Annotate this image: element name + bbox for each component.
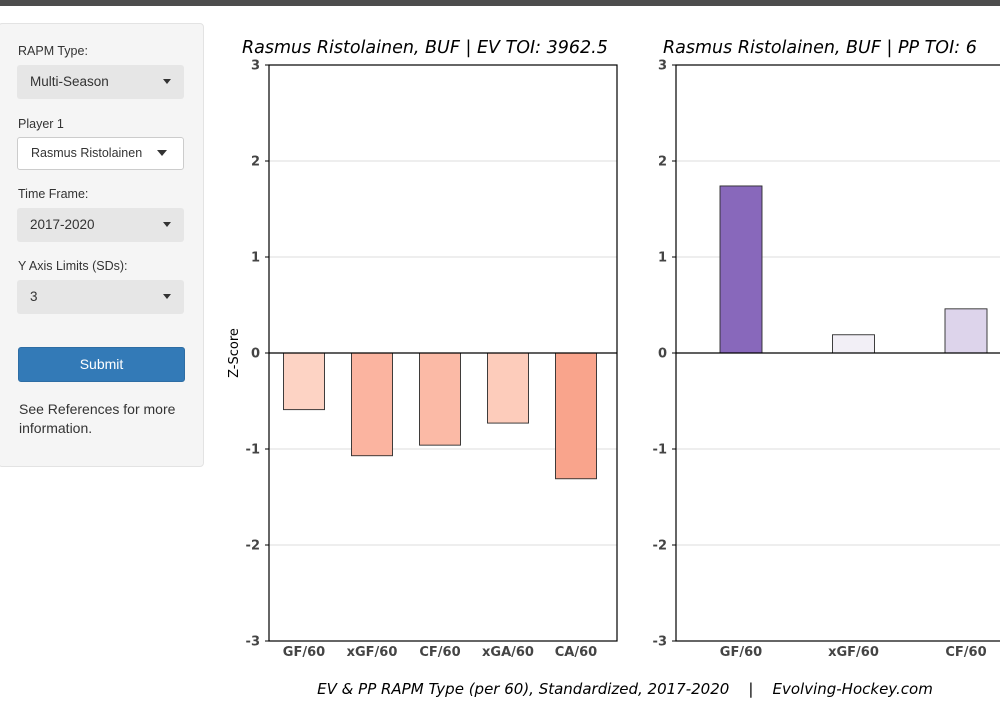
y-tick-label: 3: [251, 59, 260, 74]
ylim-label: Y Axis Limits (SDs):: [18, 259, 128, 273]
chart-caption: EV & PP RAPM Type (per 60), Standardized…: [317, 680, 933, 698]
rapm-type-select[interactable]: Multi-Season: [17, 65, 184, 99]
bar-xga-60: [487, 352, 529, 424]
ylim-value: 3: [30, 289, 38, 304]
bar-gf-60: [283, 352, 325, 411]
y-tick-label: 0: [658, 347, 667, 362]
chart-title: Rasmus Ristolainen, BUF | PP TOI: 6: [663, 38, 977, 58]
submit-button[interactable]: Submit: [18, 347, 185, 382]
bar-gf-60: [719, 185, 763, 354]
player-select[interactable]: Rasmus Ristolainen: [17, 137, 184, 170]
x-tick-label: GF/60: [720, 645, 762, 660]
chevron-down-icon: [163, 222, 171, 227]
y-tick-label: 2: [658, 155, 667, 170]
window-top-bar: [0, 0, 1000, 6]
y-tick-label: -2: [246, 539, 260, 554]
rapm-type-value: Multi-Season: [30, 74, 109, 89]
y-tick-label: 0: [251, 347, 260, 362]
y-tick-label: -1: [653, 443, 667, 458]
references-note: See References for more information.: [19, 401, 176, 436]
controls-sidebar: RAPM Type: Multi-Season Player 1 Rasmus …: [0, 23, 204, 467]
bar-cf-60: [944, 308, 988, 354]
chevron-down-icon: [163, 294, 171, 299]
timeframe-value: 2017-2020: [30, 217, 95, 232]
rapm-type-label: RAPM Type:: [18, 44, 88, 58]
x-tick-label: CF/60: [419, 645, 460, 660]
y-tick-label: 1: [658, 251, 667, 266]
x-tick-label: GF/60: [283, 645, 325, 660]
x-tick-label: xGA/60: [482, 645, 534, 660]
chevron-down-icon: [163, 79, 171, 84]
y-tick-label: 2: [251, 155, 260, 170]
bar-xgf-60: [832, 334, 875, 354]
x-tick-label: CF/60: [945, 645, 986, 660]
y-tick-label: -3: [653, 635, 667, 650]
chevron-down-icon: [157, 150, 167, 156]
chart-title: Rasmus Ristolainen, BUF | EV TOI: 3962.5: [242, 38, 608, 58]
ylim-select[interactable]: 3: [17, 280, 184, 314]
player-value: Rasmus Ristolainen: [31, 146, 143, 160]
x-tick-label: xGF/60: [828, 645, 879, 660]
timeframe-select[interactable]: 2017-2020: [17, 208, 184, 242]
y-tick-label: 1: [251, 251, 260, 266]
bar-xgf-60: [351, 352, 393, 457]
bar-cf-60: [419, 352, 461, 446]
x-tick-label: xGF/60: [347, 645, 398, 660]
pp-chart-panel: GF/60 xGF/60 CF/60 3 2 1 0 -1 -2 -3 Rasmus Ristola…: [653, 38, 1000, 660]
ev-chart-panel: GF/60 xGF/60 CF/60 xGA/60 CA/60 3 2 1 0 -1 -2 -3 Z-S…: [227, 38, 618, 660]
y-tick-label: -2: [653, 539, 667, 554]
y-axis-label: Z-Score: [227, 328, 242, 378]
y-tick-label: -3: [246, 635, 260, 650]
y-tick-label: -1: [246, 443, 260, 458]
x-tick-label: CA/60: [555, 645, 597, 660]
bar-ca-60: [555, 352, 597, 480]
y-tick-label: 3: [658, 59, 667, 74]
player-label: Player 1: [18, 117, 64, 131]
timeframe-label: Time Frame:: [18, 187, 89, 201]
